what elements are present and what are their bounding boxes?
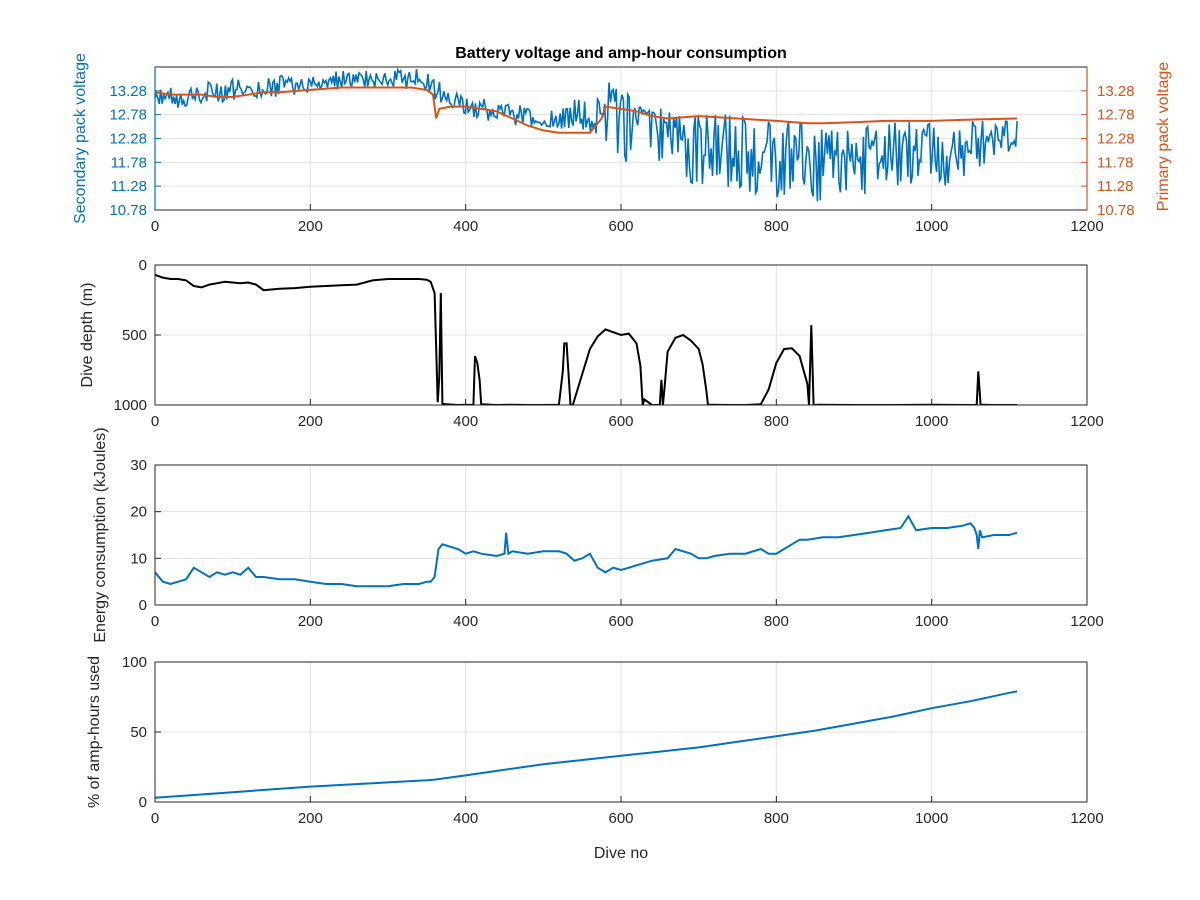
x-tick-label: 600 [608,613,633,630]
y-tick-label: 100 [122,654,147,671]
x-tick-label: 800 [764,218,789,235]
y-axis-label: Dive depth (m) [79,283,96,388]
x-tick-label: 1200 [1070,613,1103,630]
axes-frame-3 [154,661,1088,803]
x-tick-label: 200 [298,810,323,827]
y-tick-label: 1000 [114,397,147,414]
y-tick-label: 13.28 [109,83,147,100]
y-tick-label: 0 [139,257,147,274]
y-tick-label: 500 [122,327,147,344]
x-tick-label: 1200 [1070,810,1103,827]
chart-title: Battery voltage and amp-hour consumption [455,45,787,62]
x-tick-label: 200 [298,413,323,430]
y-tick-label: 10 [130,550,147,567]
x-tick-label: 0 [151,613,159,630]
series-line-0-1 [155,86,1018,134]
y-tick-label: 0 [139,794,147,811]
y-tick-label: 20 [130,504,147,521]
x-tick-label: 800 [764,810,789,827]
y-tick-label: 50 [130,724,147,741]
x-tick-label: 600 [608,810,633,827]
x-tick-label: 400 [453,413,478,430]
y-axis-label: % of amp-hours used [86,656,103,808]
series-line-1-0 [155,273,1018,405]
y2-tick-label: 13.28 [1097,83,1135,100]
y-axis-label: Energy consumption (kJoules) [92,427,109,642]
x-tick-label: 600 [608,218,633,235]
axes-frame-1 [154,264,1088,406]
x-tick-label: 1000 [915,218,948,235]
x-tick-label: 800 [764,613,789,630]
y-tick-label: 11.28 [111,178,147,195]
y2-axis-label: Primary pack voltage [1155,62,1172,211]
x-tick-label: 400 [453,613,478,630]
x-tick-label: 1000 [915,413,948,430]
x-tick-label: 400 [453,218,478,235]
x-tick-label: 1200 [1070,218,1103,235]
x-tick-label: 400 [453,810,478,827]
y2-tick-label: 11.78 [1097,154,1133,171]
series-line-2-0 [155,514,1018,588]
y2-tick-label: 11.28 [1097,178,1133,195]
y-tick-label: 11.78 [111,154,147,171]
y-tick-label: 30 [130,457,147,474]
x-tick-label: 600 [608,413,633,430]
x-tick-label: 1000 [915,810,948,827]
y-tick-label: 0 [139,597,147,614]
x-tick-label: 1000 [915,613,948,630]
axes-frame-2 [154,464,1088,606]
y2-tick-label: 12.28 [1097,131,1135,148]
x-tick-label: 0 [151,218,159,235]
y2-tick-label: 10.78 [1097,202,1135,219]
x-tick-label: 200 [298,613,323,630]
x-tick-label: 0 [151,810,159,827]
x-tick-label: 1200 [1070,413,1103,430]
series-line-0-0 [155,67,1018,202]
x-tick-label: 200 [298,218,323,235]
x-axis-label: Dive no [594,845,648,862]
x-tick-label: 800 [764,413,789,430]
x-tick-label: 0 [151,413,159,430]
y-tick-label: 12.28 [109,131,147,148]
series-line-3-0 [155,690,1018,799]
y-tick-label: 12.78 [109,107,147,124]
y2-tick-label: 12.78 [1097,107,1135,124]
y-axis-label: Secondary pack voltage [72,53,89,224]
y-tick-label: 10.78 [109,202,147,219]
